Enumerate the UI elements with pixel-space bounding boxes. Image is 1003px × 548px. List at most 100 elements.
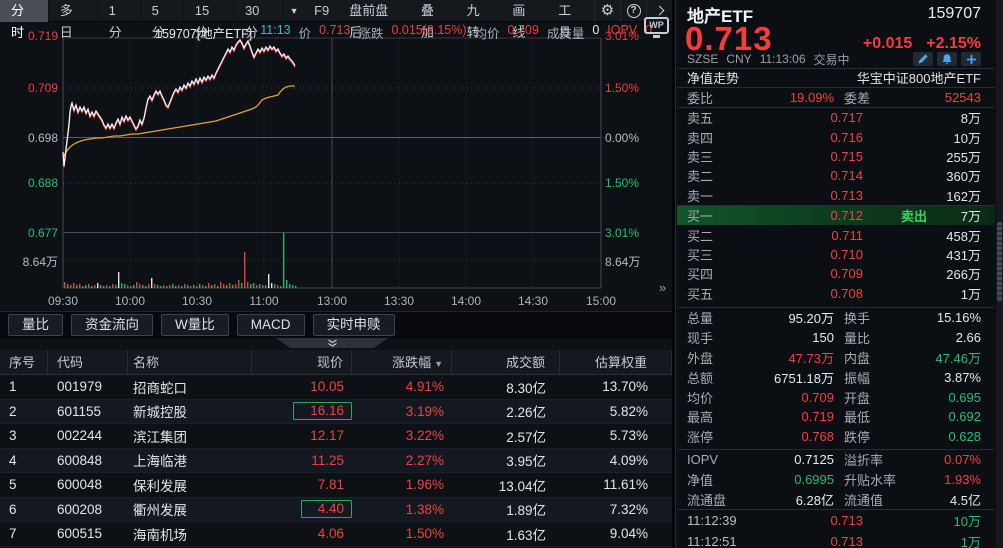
intraday-chart[interactable]: 159707[地产ETF] 11:13 价 0.713 涨跌 0.015(2.15%) 均价… bbox=[0, 0, 672, 311]
col-header-名称[interactable]: 名称 bbox=[128, 349, 252, 375]
col-header-代码[interactable]: 代码 bbox=[48, 349, 128, 375]
stat-value: 2.66 bbox=[955, 330, 981, 346]
price-value: 11.25 bbox=[311, 452, 344, 468]
col-header-成交额[interactable]: 成交额 bbox=[452, 349, 560, 375]
info-item: 159707[地产ETF] bbox=[155, 27, 253, 41]
tab-W量比[interactable]: W量比 bbox=[161, 314, 229, 336]
bid-row[interactable]: 买二 0.711 458万 bbox=[677, 225, 995, 244]
settings-button[interactable]: ⚙ bbox=[594, 0, 620, 22]
table-row[interactable]: 5 600048 保利发展 7.81 1.96% 13.04亿 11.61% bbox=[0, 473, 672, 498]
tab-量比[interactable]: 量比 bbox=[8, 314, 63, 336]
bid-row[interactable]: 买三 0.710 431万 bbox=[677, 245, 995, 264]
stat-label: 振幅 bbox=[844, 370, 871, 386]
cell-weight: 4.09% bbox=[609, 452, 648, 468]
ask-row[interactable]: 卖二 0.714 360万 bbox=[677, 166, 995, 185]
right-axis-label: 3.01% bbox=[605, 225, 640, 240]
alert-button[interactable] bbox=[937, 52, 957, 66]
ask-row[interactable]: 卖五 0.717 8万 bbox=[677, 108, 995, 127]
scrollbar[interactable] bbox=[996, 0, 1003, 548]
info-item: 0 bbox=[645, 23, 653, 37]
nav-trend-label[interactable]: 净值走势 bbox=[687, 71, 740, 86]
ask-row[interactable]: 卖一 0.713 162万 bbox=[677, 186, 995, 205]
table-row[interactable]: 3 002244 滨江集团 12.17 3.22% 2.57亿 5.73% bbox=[0, 424, 672, 449]
price-value: 12.17 bbox=[310, 428, 344, 444]
ask-label: 卖三 bbox=[687, 149, 714, 165]
bid-row[interactable]: 买四 0.709 266万 bbox=[677, 264, 995, 283]
cell-name[interactable]: 滨江集团 bbox=[133, 429, 187, 445]
col-header-现价[interactable]: 现价 bbox=[252, 349, 352, 375]
stat-value: 6.28亿 bbox=[795, 492, 834, 508]
table-row[interactable]: 2 601155 新城控股 16.16 3.19% 2.26亿 5.82% bbox=[0, 399, 672, 424]
menu-item-叠加[interactable]: 叠加 bbox=[420, 2, 434, 40]
stat-row: 现手 150 量比 2.66 bbox=[677, 328, 995, 348]
cell-weight: 9.04% bbox=[609, 526, 648, 542]
table-row[interactable]: 4 600848 上海临港 11.25 2.27% 3.95亿 4.09% bbox=[0, 448, 672, 473]
toolbar-menu-items: F9 盘前盘后 叠加 九转 画线 工具 bbox=[304, 0, 594, 40]
tab-资金流向[interactable]: 资金流向 bbox=[71, 314, 153, 336]
tab-MACD[interactable]: MACD bbox=[236, 314, 305, 336]
expand-panel-arrow[interactable]: » bbox=[659, 280, 667, 295]
wp-badge-icon[interactable]: WP bbox=[644, 17, 669, 38]
cell-change-pct: 3.22% bbox=[405, 428, 444, 444]
bid-row[interactable]: 买五 0.708 1万 bbox=[677, 284, 995, 303]
col-header-涨跌幅[interactable]: 涨跌幅 ▼ bbox=[352, 349, 452, 375]
bid-row[interactable]: 买一 0.712 卖出 7万 bbox=[677, 206, 995, 226]
help-button[interactable]: ? bbox=[620, 0, 646, 22]
menu-item-九转[interactable]: 九转 bbox=[466, 2, 480, 40]
col-header-label: 序号 bbox=[9, 354, 36, 370]
ask-row[interactable]: 卖三 0.715 255万 bbox=[677, 147, 995, 166]
bid-price: 0.710 bbox=[830, 246, 863, 262]
period-tab-多日[interactable]: 多日 bbox=[49, 0, 98, 40]
panel-divider bbox=[672, 0, 676, 548]
menu-item-画线[interactable]: 画线 bbox=[512, 2, 526, 40]
info-item: 0.713 bbox=[319, 23, 351, 37]
col-header-序号[interactable]: 序号 bbox=[0, 349, 48, 375]
bid-volume: 1万 bbox=[960, 286, 981, 302]
ask-levels: 卖五 0.717 8万 卖四 0.716 10万 卖三 0.715 255万 卖二 0.714 360… bbox=[677, 108, 995, 205]
menu-item-盘前盘后[interactable]: 盘前盘后 bbox=[349, 2, 389, 40]
cell-index: 4 bbox=[9, 452, 17, 468]
add-button[interactable] bbox=[961, 52, 981, 66]
ask-volume: 255万 bbox=[946, 149, 981, 165]
etf-code: 159707 bbox=[927, 5, 981, 22]
table-row[interactable]: 6 600208 衢州发展 4.40 1.38% 1.89亿 7.32% bbox=[0, 497, 672, 522]
sort-desc-icon[interactable]: ▼ bbox=[434, 358, 443, 369]
menu-item-工具[interactable]: 工具 bbox=[558, 2, 572, 40]
edit-button[interactable] bbox=[913, 52, 933, 66]
tab-实时申赎[interactable]: 实时申赎 bbox=[312, 314, 395, 336]
chevron-down-icon[interactable]: ▼ bbox=[289, 5, 299, 16]
cell-change-pct: 1.96% bbox=[405, 477, 444, 493]
cell-name[interactable]: 上海临港 bbox=[133, 454, 187, 470]
table-row[interactable]: 1 001979 招商蛇口 10.05 4.91% 8.30亿 13.70% bbox=[0, 375, 672, 400]
period-tab-5分[interactable]: 5分 bbox=[141, 0, 184, 40]
cell-name[interactable]: 新城控股 bbox=[133, 405, 187, 421]
stat-value: 4.5亿 bbox=[949, 492, 981, 508]
last-price: 0.713 bbox=[685, 20, 773, 57]
time-axis-label: 15:00 bbox=[585, 294, 617, 308]
period-tab-15分[interactable]: 15分 bbox=[184, 0, 234, 40]
bid-price: 0.712 bbox=[830, 208, 863, 224]
tick-row: 11:12:39 0.713 10万 bbox=[677, 510, 995, 531]
time-axis-label: 13:30 bbox=[383, 294, 415, 308]
stat-label: 流通盘 bbox=[687, 492, 727, 508]
table-row[interactable]: 7 600515 海南机场 4.06 1.50% 1.63亿 9.04% bbox=[0, 522, 672, 547]
period-tab-分时[interactable]: 分时 bbox=[0, 0, 49, 40]
ask-row[interactable]: 卖四 0.716 10万 bbox=[677, 127, 995, 146]
cell-name[interactable]: 保利发展 bbox=[133, 478, 187, 494]
cell-name[interactable]: 衢州发展 bbox=[133, 503, 187, 519]
cell-name[interactable]: 招商蛇口 bbox=[133, 380, 187, 396]
left-axis-label: 0.719 bbox=[27, 29, 58, 43]
etf-name: 地产ETF bbox=[687, 6, 754, 26]
cell-name[interactable]: 海南机场 bbox=[133, 527, 187, 543]
col-header-估算权重[interactable]: 估算权重 bbox=[560, 349, 672, 375]
cell-change-pct: 3.19% bbox=[405, 403, 444, 419]
scrollbar-thumb[interactable] bbox=[997, 222, 1002, 302]
stat-value: 0.628 bbox=[948, 429, 981, 445]
price-change-pct: +2.15% bbox=[926, 35, 981, 52]
left-axis-label: 0.677 bbox=[27, 225, 58, 240]
period-tab-30分[interactable]: 30分 bbox=[234, 0, 285, 40]
period-tab-1分[interactable]: 1分 bbox=[98, 0, 141, 40]
collapse-handle[interactable] bbox=[276, 338, 388, 348]
menu-item-F9[interactable]: F9 bbox=[314, 2, 330, 18]
expand-toolbar-button[interactable] bbox=[646, 0, 672, 22]
